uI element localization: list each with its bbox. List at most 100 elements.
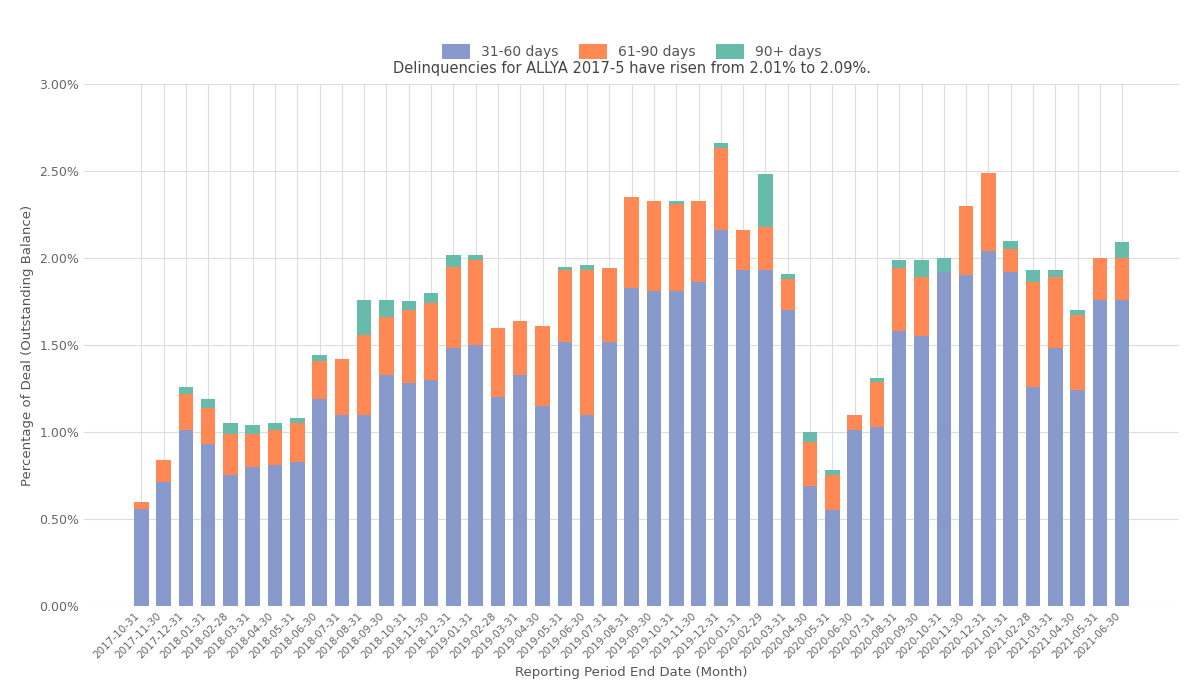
Bar: [379, 374, 394, 606]
Bar: [580, 265, 594, 270]
Legend: 31-60 days, 61-90 days, 90+ days: 31-60 days, 61-90 days, 90+ days: [437, 38, 827, 64]
Bar: [200, 399, 215, 407]
Bar: [870, 382, 884, 427]
Bar: [714, 144, 728, 148]
Bar: [647, 291, 661, 606]
Bar: [179, 393, 193, 430]
Bar: [424, 293, 438, 303]
Bar: [200, 407, 215, 444]
Bar: [647, 201, 661, 291]
Bar: [870, 378, 884, 382]
Bar: [156, 460, 170, 482]
Bar: [335, 414, 349, 606]
Title: Delinquencies for ALLYA 2017-5 have risen from 2.01% to 2.09%.: Delinquencies for ALLYA 2017-5 have rise…: [392, 61, 871, 76]
Bar: [290, 424, 305, 461]
Bar: [847, 414, 862, 430]
Bar: [179, 430, 193, 606]
X-axis label: Reporting Period End Date (Month): Reporting Period End Date (Month): [516, 666, 748, 679]
Bar: [1026, 282, 1040, 387]
Bar: [670, 201, 684, 204]
Bar: [914, 260, 929, 277]
Bar: [1115, 300, 1129, 606]
Bar: [402, 384, 416, 606]
Bar: [959, 206, 973, 275]
Bar: [402, 302, 416, 310]
Y-axis label: Percentage of Deal (Outstanding Balance): Percentage of Deal (Outstanding Balance): [20, 204, 34, 486]
Bar: [535, 406, 550, 606]
Bar: [156, 482, 170, 606]
Bar: [826, 510, 840, 606]
Bar: [512, 321, 528, 374]
Bar: [780, 279, 796, 310]
Bar: [356, 300, 372, 335]
Bar: [847, 430, 862, 606]
Bar: [691, 201, 706, 282]
Bar: [379, 317, 394, 375]
Bar: [1003, 241, 1018, 249]
Bar: [1070, 316, 1085, 390]
Bar: [223, 424, 238, 434]
Bar: [356, 335, 372, 414]
Bar: [714, 230, 728, 606]
Bar: [1115, 242, 1129, 258]
Bar: [936, 272, 952, 606]
Bar: [468, 345, 482, 606]
Bar: [223, 475, 238, 606]
Bar: [268, 430, 282, 465]
Bar: [356, 414, 372, 606]
Bar: [870, 427, 884, 606]
Bar: [892, 268, 906, 331]
Bar: [134, 508, 149, 606]
Bar: [558, 270, 572, 342]
Bar: [468, 260, 482, 345]
Bar: [914, 336, 929, 606]
Bar: [758, 227, 773, 270]
Bar: [758, 174, 773, 227]
Bar: [892, 260, 906, 268]
Bar: [335, 359, 349, 414]
Bar: [624, 197, 638, 288]
Bar: [558, 267, 572, 270]
Bar: [803, 486, 817, 606]
Bar: [1115, 258, 1129, 300]
Bar: [290, 418, 305, 424]
Bar: [914, 277, 929, 336]
Bar: [1048, 349, 1062, 606]
Bar: [714, 148, 728, 230]
Bar: [402, 310, 416, 384]
Bar: [736, 230, 750, 270]
Bar: [446, 349, 461, 606]
Bar: [580, 414, 594, 606]
Bar: [468, 255, 482, 260]
Bar: [246, 425, 260, 434]
Bar: [691, 282, 706, 606]
Bar: [134, 502, 149, 508]
Bar: [624, 288, 638, 606]
Bar: [312, 360, 326, 399]
Bar: [1093, 258, 1108, 300]
Bar: [491, 397, 505, 606]
Bar: [1070, 310, 1085, 316]
Bar: [1093, 300, 1108, 606]
Bar: [1003, 272, 1018, 606]
Bar: [424, 380, 438, 606]
Bar: [803, 432, 817, 442]
Bar: [223, 434, 238, 475]
Bar: [179, 387, 193, 393]
Bar: [446, 267, 461, 349]
Bar: [982, 173, 996, 251]
Bar: [826, 475, 840, 510]
Bar: [780, 310, 796, 606]
Bar: [290, 461, 305, 606]
Bar: [580, 270, 594, 414]
Bar: [558, 342, 572, 606]
Bar: [803, 442, 817, 486]
Bar: [512, 374, 528, 606]
Bar: [602, 342, 617, 606]
Bar: [736, 270, 750, 606]
Bar: [424, 303, 438, 380]
Bar: [1048, 277, 1062, 349]
Bar: [892, 331, 906, 606]
Bar: [670, 204, 684, 291]
Bar: [246, 434, 260, 467]
